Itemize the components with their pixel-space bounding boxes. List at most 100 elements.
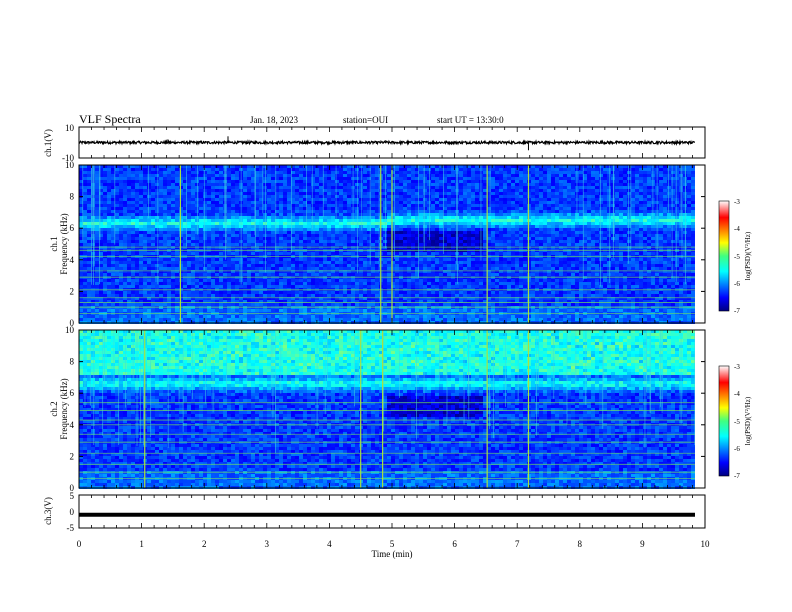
- spectrogram-cell: [183, 315, 187, 318]
- spectrogram-cell: [99, 216, 103, 219]
- spectrogram-cell: [291, 291, 295, 294]
- spectrogram-cell: [327, 207, 331, 210]
- spectrogram-cell: [363, 180, 367, 183]
- spectrogram-cell: [399, 294, 403, 297]
- spectrogram-cell: [175, 189, 179, 192]
- spectrogram-cell: [267, 195, 271, 198]
- spectrogram-cell: [267, 216, 271, 219]
- spectrogram-cell: [323, 294, 327, 297]
- spectrogram-cell: [295, 204, 299, 207]
- spectrogram-cell: [195, 270, 199, 273]
- spectrogram-cell: [323, 222, 327, 225]
- spectrogram-cell: [95, 201, 99, 204]
- spectrogram-cell: [427, 180, 431, 183]
- spectrogram-cell: [135, 315, 139, 318]
- spectrogram-cell: [375, 210, 379, 213]
- spectrogram-cell: [439, 231, 443, 234]
- spectrogram-cell: [199, 240, 203, 243]
- spectrogram-cell: [279, 264, 283, 267]
- spectrogram-cell: [283, 297, 287, 300]
- spectrogram-cell: [251, 174, 255, 177]
- spectrogram-cell: [255, 213, 259, 216]
- spectrogram-cell: [299, 279, 303, 282]
- spectrogram-cell: [403, 180, 407, 183]
- spectrogram-cell: [175, 303, 179, 306]
- spectrogram-cell: [211, 282, 215, 285]
- spectrogram-cell: [199, 267, 203, 270]
- spectrogram-cell: [199, 183, 203, 186]
- spectrogram-cell: [415, 183, 419, 186]
- spectrogram-cell: [387, 219, 391, 222]
- spectrogram-cell: [359, 189, 363, 192]
- spectrogram-cell: [231, 171, 235, 174]
- spectrogram-cell: [91, 177, 95, 180]
- spectrogram-cell: [235, 279, 239, 282]
- spectrogram-cell: [263, 243, 267, 246]
- spectrogram-cell: [135, 231, 139, 234]
- spectrogram-cell: [119, 273, 123, 276]
- spectrogram-cell: [359, 243, 363, 246]
- spectrogram-cell: [327, 279, 331, 282]
- spectrogram-cell: [387, 168, 391, 171]
- spectrogram-cell: [155, 309, 159, 312]
- spectrogram-cell: [335, 222, 339, 225]
- spectrogram-cell: [331, 186, 335, 189]
- spectrogram-cell: [139, 207, 143, 210]
- spectrogram-cell: [327, 210, 331, 213]
- spectrogram-cell: [427, 273, 431, 276]
- spectrogram-cell: [367, 213, 371, 216]
- spectrogram-cell: [215, 198, 219, 201]
- spectrogram-cell: [191, 168, 195, 171]
- spectrogram-cell: [291, 279, 295, 282]
- spectrogram-cell: [339, 234, 343, 237]
- spectrogram-cell: [443, 225, 447, 228]
- spectrogram-cell: [279, 177, 283, 180]
- spectrogram-cell: [311, 219, 315, 222]
- spectrogram-cell: [363, 213, 367, 216]
- spectrogram-cell: [371, 252, 375, 255]
- spectrogram-cell: [91, 207, 95, 210]
- spectrogram-cell: [295, 183, 299, 186]
- spectrogram-cell: [391, 237, 395, 240]
- spectrogram-cell: [183, 165, 187, 168]
- spectrogram-cell: [443, 315, 447, 318]
- spectrogram-cell: [387, 282, 391, 285]
- spectrogram-cell: [123, 225, 127, 228]
- spectrogram-cell: [227, 186, 231, 189]
- spectrogram-cell: [107, 168, 111, 171]
- spectrogram-cell: [255, 303, 259, 306]
- spectrogram-cell: [79, 174, 83, 177]
- spectrogram-cell: [407, 240, 411, 243]
- spectrogram-cell: [427, 315, 431, 318]
- spectrogram-cell: [427, 192, 431, 195]
- spectrogram-cell: [291, 282, 295, 285]
- spectrogram-cell: [399, 237, 403, 240]
- spectrogram-cell: [311, 180, 315, 183]
- spectrogram-cell: [111, 273, 115, 276]
- spectrogram-cell: [211, 273, 215, 276]
- spectrogram-cell: [143, 294, 147, 297]
- spectrogram-cell: [183, 168, 187, 171]
- spectrogram-cell: [151, 309, 155, 312]
- spectrogram-cell: [271, 309, 275, 312]
- spectrogram-cell: [411, 270, 415, 273]
- spectrogram-cell: [171, 234, 175, 237]
- spectrogram-cell: [283, 234, 287, 237]
- spectrogram-cell: [419, 297, 423, 300]
- spectrogram-cell: [407, 267, 411, 270]
- spectrogram-cell: [187, 261, 191, 264]
- spectrogram-cell: [103, 258, 107, 261]
- spectrogram-cell: [151, 267, 155, 270]
- spectrogram-cell: [215, 195, 219, 198]
- spectrogram-cell: [447, 264, 451, 267]
- spectrogram-cell: [139, 213, 143, 216]
- spectrogram-cell: [359, 240, 363, 243]
- spectrogram-cell: [119, 210, 123, 213]
- spectrogram-cell: [259, 294, 263, 297]
- spectrogram-cell: [311, 297, 315, 300]
- spectrogram-cell: [283, 189, 287, 192]
- spectrogram-cell: [175, 291, 179, 294]
- spectrogram-cell: [363, 198, 367, 201]
- spectrogram-cell: [283, 207, 287, 210]
- spectrogram-cell: [115, 216, 119, 219]
